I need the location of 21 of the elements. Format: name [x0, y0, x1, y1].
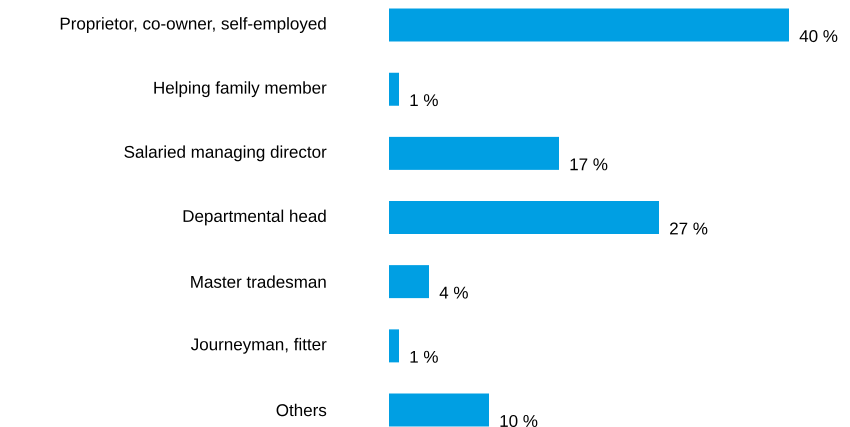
data-label: 10 % [500, 414, 538, 427]
bar [389, 8, 789, 42]
y-tick-label: Proprietor, co-owner, self-employed [60, 17, 326, 33]
data-label: 1 % [410, 350, 438, 363]
y-tick-label: Helping family member [154, 81, 326, 98]
data-label: 17 % [570, 158, 608, 170]
bar [389, 72, 399, 106]
data-label: 27 % [670, 222, 708, 234]
y-tick-label: Others [276, 404, 326, 416]
y-tick-label: Journeyman, fitter [191, 338, 326, 354]
bar [389, 201, 659, 234]
y-tick-label: Salaried managing director [124, 145, 326, 162]
bar [389, 136, 559, 170]
data-label: 1 % [410, 94, 438, 106]
data-label: 40 % [800, 30, 838, 42]
bar [389, 329, 399, 362]
bar [389, 393, 489, 426]
y-tick-label: Departmental head [184, 210, 326, 226]
bar [389, 265, 429, 298]
y-tick-label: Master tradesman [191, 275, 326, 288]
data-label: 4 % [440, 286, 468, 299]
